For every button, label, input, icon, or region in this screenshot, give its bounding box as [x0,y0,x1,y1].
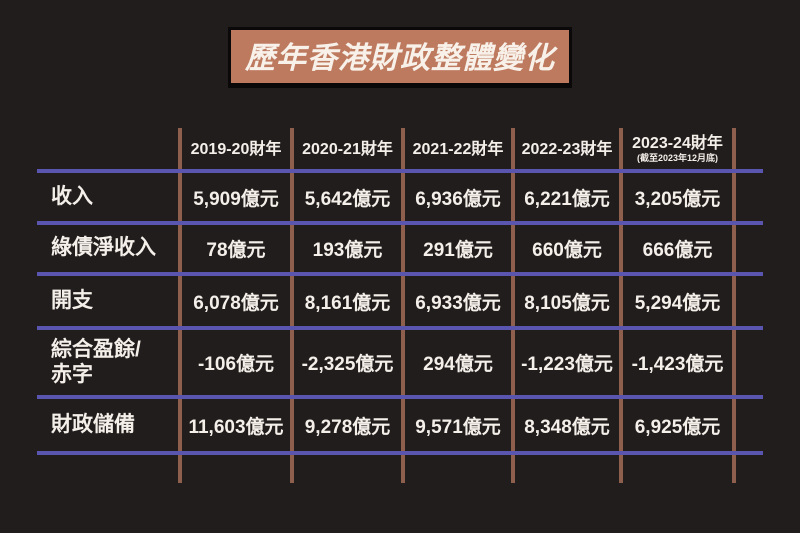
fiscal-table: 2019-20財年 2020-21財年 2021-22財年 2022-23財年 … [37,128,763,483]
table-value: -1,423億元 [631,354,724,375]
horizontal-gridline [37,326,763,330]
column-header: 2023-24財年 (截至2023年12月底) [621,128,734,171]
table-value: 6,078億元 [193,292,279,314]
table-value: 9,278億元 [304,416,391,438]
table-value: 5,294億元 [634,292,721,314]
table-value: 8,348億元 [524,416,610,438]
column-header-label: 2021-22財年 [412,140,504,158]
title-banner: 歷年香港財政整體變化 [228,27,572,86]
row-label: 財政儲備 [51,412,135,436]
horizontal-gridline [37,272,763,276]
table-value: 8,105億元 [524,292,610,314]
table-value: 291億元 [423,240,493,261]
column-header: 2021-22財年 [403,128,513,171]
row-label: 開支 [51,288,93,312]
table-value: 6,933億元 [415,292,501,314]
table-value: -2,325億元 [301,354,394,375]
column-header-subnote: (截至2023年12月底) [636,152,719,163]
vertical-gridline [290,128,294,483]
row-label: 收入 [51,184,93,208]
table-value: 193億元 [312,240,383,261]
table-value: -1,223億元 [521,354,613,375]
row-label: 綜合盈餘/ 赤字 [51,338,141,386]
table-value: -106億元 [197,354,275,375]
table-value: 3,205億元 [634,188,721,210]
horizontal-gridline [37,395,763,399]
horizontal-gridline [37,221,763,225]
column-header-label: 2020-21財年 [302,140,393,158]
table-value: 5,642億元 [304,188,391,210]
corner-cell [37,128,180,171]
vertical-gridline [401,128,405,483]
table-value: 5,909億元 [193,188,279,210]
table-value: 6,936億元 [415,188,501,210]
vertical-gridline [619,128,623,483]
table-value: 8,161億元 [304,292,391,314]
column-header-label: 2023-24財年 [632,135,723,153]
column-header: 2019-20財年 [180,128,292,171]
table-value: 666億元 [642,240,713,261]
page-title: 歷年香港財政整體變化 [245,42,555,75]
table-value: 78億元 [206,240,266,261]
row-label: 綠債淨收入 [51,236,156,260]
vertical-gridline [511,128,515,483]
column-header: 2020-21財年 [292,128,403,171]
table-value: 6,221億元 [524,188,610,210]
column-header: 2022-23財年 [513,128,621,171]
table-value: 9,571億元 [415,416,501,438]
table-value: 6,925億元 [634,416,721,438]
table-value: 11,603億元 [188,416,284,438]
vertical-gridline [178,128,182,483]
horizontal-gridline [37,169,763,173]
table-grid: 2019-20財年 2020-21財年 2021-22財年 2022-23財年 … [37,128,734,453]
column-header-label: 2022-23財年 [521,140,613,158]
table-value: 294億元 [423,354,493,375]
vertical-gridline [732,128,736,483]
table-value: 660億元 [532,240,602,261]
column-header-label: 2019-20財年 [190,140,282,158]
horizontal-gridline [37,451,763,455]
